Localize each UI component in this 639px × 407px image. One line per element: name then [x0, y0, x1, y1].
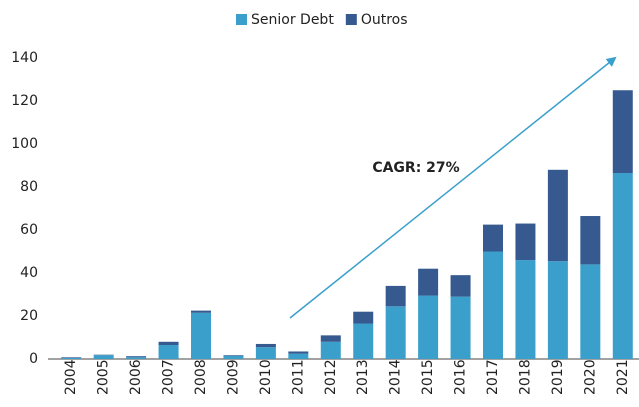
y-tick-label: 20: [20, 308, 38, 324]
bar-segment: [515, 223, 536, 261]
x-tick-label: 2017: [485, 359, 501, 395]
bar-segment: [547, 169, 568, 262]
bar-segment: [320, 341, 341, 359]
bar-segment: [515, 260, 536, 359]
bar-segment: [158, 345, 179, 359]
bar-segment: [223, 355, 244, 359]
bar-segment: [126, 356, 147, 358]
x-tick-label: 2010: [258, 359, 274, 395]
x-tick-label: 2021: [615, 359, 631, 395]
x-tick-label: 2008: [193, 359, 209, 395]
annotation: CAGR: 27%: [372, 160, 459, 176]
x-tick-label: 2006: [128, 359, 144, 395]
y-tick-label: 0: [29, 351, 38, 367]
x-tick-label: 2009: [225, 359, 241, 395]
y-tick-label: 120: [11, 93, 38, 109]
bar-segment: [353, 323, 374, 359]
y-tick-label: 80: [20, 179, 38, 195]
legend-label: Outros: [361, 12, 408, 28]
x-tick-label: 2007: [161, 359, 177, 395]
x-tick-label: 2018: [517, 359, 533, 395]
legend-swatch: [345, 14, 357, 25]
bar-segment: [288, 351, 309, 354]
bar-segment: [385, 285, 406, 307]
y-tick-label: 40: [20, 265, 38, 281]
bar-segment: [93, 355, 114, 359]
bar-segment: [418, 268, 439, 296]
bar-segment: [288, 353, 309, 359]
bar-segment: [158, 341, 179, 346]
bar-segment: [320, 335, 341, 342]
bar-segment: [450, 296, 471, 359]
bar-segment: [483, 251, 503, 359]
x-tick-label: 2014: [388, 359, 404, 395]
bar-segment: [580, 216, 601, 265]
bar-segment: [385, 306, 406, 359]
y-tick-label: 140: [11, 50, 38, 66]
x-tick-label: 2012: [323, 359, 339, 395]
trend-arrow: [289, 56, 617, 319]
bar-segment: [612, 90, 633, 174]
x-tick-label: 2016: [453, 359, 469, 395]
x-tick-label: 2004: [63, 359, 79, 395]
bar-segment: [255, 343, 276, 348]
y-tick-label: 60: [20, 222, 38, 238]
x-tick-label: 2011: [290, 359, 306, 395]
legend-swatch: [236, 14, 247, 25]
x-tick-label: 2013: [355, 359, 371, 395]
bar-segment: [61, 357, 82, 359]
y-tick-label: 100: [11, 136, 38, 152]
legend-label: Senior Debt: [251, 12, 334, 28]
bar-segment: [126, 357, 147, 359]
bar-segment: [483, 224, 503, 252]
bar-segment: [223, 355, 244, 356]
x-tick-label: 2015: [420, 359, 436, 395]
bar-segment: [612, 173, 633, 359]
bar-segment: [547, 261, 568, 359]
bar-segment: [418, 295, 439, 359]
x-tick-label: 2005: [96, 359, 112, 395]
bar-segment: [61, 357, 82, 358]
bar-segment: [191, 312, 211, 359]
bar-segment: [191, 310, 211, 313]
bar-segment: [580, 264, 601, 359]
bar-segment: [450, 275, 471, 297]
x-tick-label: 2019: [550, 359, 566, 395]
bar-segment: [255, 347, 276, 359]
bar-segment: [353, 311, 374, 324]
x-tick-label: 2020: [582, 359, 598, 395]
